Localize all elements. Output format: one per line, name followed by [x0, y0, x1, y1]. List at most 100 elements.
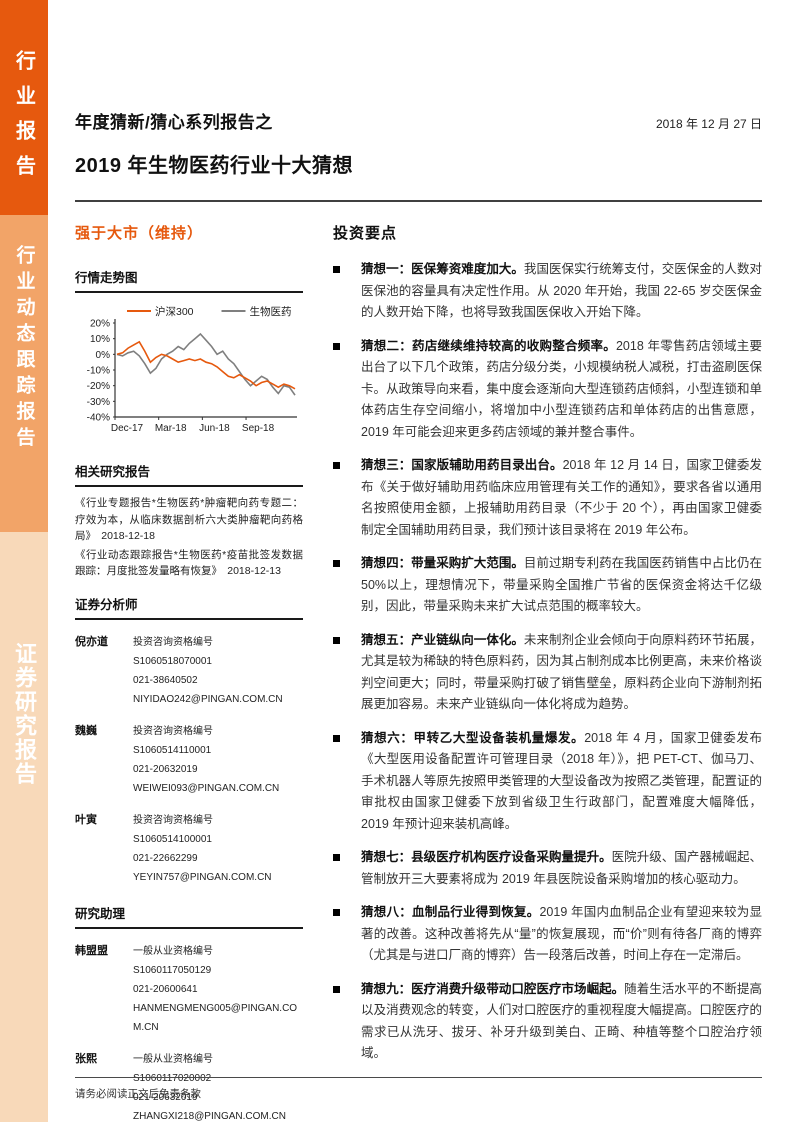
bullet-square-icon — [333, 636, 340, 644]
person-details: 一般从业资格编号 S1060117050129 021-20600641 HANMEN… — [133, 942, 303, 1037]
bullet-square-icon — [333, 909, 340, 916]
email-address: ZHANGXI218@PINGAN.COM.CN — [133, 1110, 286, 1122]
person-details: 投资咨询资格编号 S1060514110001 021-20632019 WEIWEI… — [133, 722, 303, 798]
series-生物医药 — [116, 332, 296, 396]
banner-segment-industry-tracking-report: 行业动态跟踪报告 — [0, 215, 48, 532]
person-details: 一般从业资格编号 S1060117020002 021-20632019 ZHANGX… — [133, 1050, 303, 1122]
svg-text:Sep-18: Sep-18 — [242, 423, 275, 434]
person-name: 韩盟盟 — [75, 944, 108, 957]
phone-number: 021-22662299 — [133, 852, 198, 864]
analysts-list: 倪亦道 投资咨询资格编号 S1060518070001 021-38640502 NIY… — [75, 633, 303, 887]
cred-label: 投资咨询资格编号 — [133, 636, 213, 648]
key-point-text: 猜想三：国家版辅助用药目录出台。2018 年 12 月 14 日，国家卫健委发布… — [361, 458, 762, 537]
assistants-list: 韩盟盟 一般从业资格编号 S1060117050129 021-20600641 HAN… — [75, 942, 303, 1122]
section-heading-trend-chart: 行情走势图 — [75, 267, 303, 293]
key-point-text: 猜想八：血制品行业得到恢复。2019 年国内血制品企业有望迎来较为显著的改善。这… — [361, 905, 762, 962]
key-point-lead: 猜想八：血制品行业得到恢复。 — [361, 905, 540, 919]
banner-segment-securities-research-report: 证券研究报告 — [0, 532, 48, 1122]
price-trend-chart: 沪深300 生物医药 20% 10% 0% -10% -20% -30% -40% Dec-17 M… — [75, 301, 303, 443]
key-point-text: 猜想九：医疗消费升级带动口腔医疗市场崛起。随着生活水平的不断提高以及消费观念的转… — [361, 981, 762, 1061]
phone-number: 021-20632019 — [133, 763, 198, 775]
key-point-item: 猜想八：血制品行业得到恢复。2019 年国内血制品企业有望迎来较为显著的改善。这… — [333, 902, 762, 967]
series-title: 年度猜新/猜心系列报告之 — [75, 113, 273, 132]
header-divider — [75, 200, 762, 202]
key-point-lead: 猜想六：甲转乙大型设备装机量爆发。 — [361, 730, 585, 745]
phone-number: 021-20600641 — [133, 983, 198, 995]
cred-number: S1060117020002 — [133, 1072, 212, 1084]
key-point-lead: 猜想四：带量采购扩大范围。 — [361, 556, 524, 570]
key-point-text: 猜想七：县级医疗机构医疗设备采购量提升。医院升级、国产器械崛起、管制放开三大要素… — [361, 850, 762, 886]
bullet-square-icon — [333, 734, 340, 742]
bullet-square-icon — [333, 462, 340, 469]
person-name: 叶寅 — [75, 813, 97, 826]
svg-text:沪深300: 沪深300 — [155, 305, 194, 318]
section-heading-assistants: 研究助理 — [75, 903, 303, 929]
cred-label: 一般从业资格编号 — [133, 945, 213, 957]
key-point-lead: 猜想九：医疗消费升级带动口腔医疗市场崛起。 — [361, 981, 625, 996]
person-entry: 叶寅 投资咨询资格编号 S1060514100001 021-22662299 YEYI… — [75, 811, 303, 887]
key-point-item: 猜想四：带量采购扩大范围。目前过期专利药在我国医药销售中占比仍在 50%以上，理… — [333, 553, 762, 618]
bullet-square-icon — [333, 560, 340, 567]
report-header: 年度猜新/猜心系列报告之 2018 年 12 月 27 日 — [75, 0, 762, 133]
series-沪深300 — [116, 340, 296, 390]
cred-number: S1060514100001 — [133, 833, 212, 845]
phone-number: 021-38640502 — [133, 674, 198, 686]
email-address: NIYIDAO242@PINGAN.COM.CN — [133, 693, 283, 705]
key-point-item: 猜想一：医保筹资难度加大。我国医保实行统筹支付，交医保金的人数对医保池的容量具有… — [333, 259, 762, 324]
key-point-lead: 猜想三：国家版辅助用药目录出台。 — [361, 458, 563, 472]
svg-text:-20%: -20% — [87, 381, 110, 392]
email-address: HANMENGMENG005@PINGAN.COM.CN — [133, 1002, 298, 1033]
left-column: 强于大市（维持） 行情走势图 沪深300 生物医药 20% 10% 0% -10% -20%… — [75, 222, 303, 1122]
person-entry: 魏巍 投资咨询资格编号 S1060514110001 021-20632019 WEIW… — [75, 722, 303, 798]
key-point-item: 猜想七：县级医疗机构医疗设备采购量提升。医院升级、国产器械崛起、管制放开三大要素… — [333, 847, 762, 890]
email-address: WEIWEI093@PINGAN.COM.CN — [133, 782, 280, 794]
key-point-text: 猜想五：产业链纵向一体化。未来制剂企业会倾向于向原料药环节拓展，尤其是较为稀缺的… — [361, 632, 762, 712]
person-entry: 韩盟盟 一般从业资格编号 S1060117050129 021-20600641 HAN… — [75, 942, 303, 1037]
cred-label: 一般从业资格编号 — [133, 1053, 213, 1065]
svg-text:20%: 20% — [90, 319, 110, 330]
person-name: 张熙 — [75, 1052, 97, 1065]
page-footer: 请务必阅读正文后免责条款 — [75, 1077, 762, 1101]
key-point-item: 猜想六：甲转乙大型设备装机量爆发。2018 年 4 月，国家卫健委发布《大型医用… — [333, 728, 762, 836]
svg-text:生物医药: 生物医药 — [250, 305, 292, 318]
page-title: 2019 年生物医药行业十大猜想 — [75, 155, 354, 177]
bullet-square-icon — [333, 985, 340, 993]
related-reports-list: 《行业专题报告*生物医药*肿瘤靶向药专题二：疗效为本，从临床数据剖析六大类肿瘤靶… — [75, 495, 303, 580]
phone-number: 021-20632019 — [133, 1091, 198, 1103]
person-entry: 张熙 一般从业资格编号 S1060117020002 021-20632019 ZHAN… — [75, 1050, 303, 1122]
person-name: 魏巍 — [75, 724, 97, 737]
key-point-lead: 猜想一：医保筹资难度加大。 — [361, 262, 524, 276]
svg-text:Dec-17: Dec-17 — [111, 423, 144, 434]
section-heading-analysts: 证券分析师 — [75, 594, 303, 620]
section-heading-key-points: 投资要点 — [333, 225, 398, 242]
key-point-lead: 猜想五：产业链纵向一体化。 — [361, 632, 524, 647]
key-point-text: 猜想一：医保筹资难度加大。我国医保实行统筹支付，交医保金的人数对医保池的容量具有… — [361, 262, 762, 319]
banner-label: 证券研究报告 — [12, 642, 37, 786]
section-heading-related-reports: 相关研究报告 — [75, 461, 303, 487]
key-point-text: 猜想四：带量采购扩大范围。目前过期专利药在我国医药销售中占比仍在 50%以上，理… — [361, 556, 762, 613]
person-entry: 倪亦道 投资咨询资格编号 S1060518070001 021-38640502 NIY… — [75, 633, 303, 709]
key-point-item: 猜想九：医疗消费升级带动口腔医疗市场崛起。随着生活水平的不断提高以及消费观念的转… — [333, 979, 762, 1065]
cred-number: S1060514110001 — [133, 744, 212, 756]
cred-label: 投资咨询资格编号 — [133, 725, 213, 737]
banner-segment-industry-report: 行业报告 — [0, 0, 48, 215]
svg-text:-10%: -10% — [87, 366, 110, 377]
person-details: 投资咨询资格编号 S1060514100001 021-22662299 YEYIN7… — [133, 811, 303, 887]
banner-label: 行业报告 — [12, 50, 35, 190]
related-report-item: 《行业专题报告*生物医药*肿瘤靶向药专题二：疗效为本，从临床数据剖析六大类肿瘤靶… — [75, 497, 303, 542]
key-point-item: 猜想五：产业链纵向一体化。未来制剂企业会倾向于向原料药环节拓展，尤其是较为稀缺的… — [333, 630, 762, 716]
key-point-lead: 猜想七：县级医疗机构医疗设备采购量提升。 — [361, 850, 612, 864]
key-point-text: 猜想六：甲转乙大型设备装机量爆发。2018 年 4 月，国家卫健委发布《大型医用… — [361, 730, 762, 831]
bullet-square-icon — [333, 854, 340, 861]
svg-text:Mar-18: Mar-18 — [155, 423, 187, 434]
right-column: 投资要点 猜想一：医保筹资难度加大。我国医保实行统筹支付，交医保金的人数对医保池… — [333, 222, 762, 1122]
key-point-item: 猜想二：药店继续维持较高的收购整合频率。2018 年零售药店领域主要出台了以下几… — [333, 336, 762, 444]
banner-label: 行业动态跟踪报告 — [13, 245, 35, 453]
key-point-item: 猜想三：国家版辅助用药目录出台。2018 年 12 月 14 日，国家卫健委发布… — [333, 455, 762, 541]
disclaimer-text: 请务必阅读正文后免责条款 — [75, 1088, 201, 1100]
svg-text:-30%: -30% — [87, 397, 110, 408]
cred-number: S1060518070001 — [133, 655, 212, 667]
cred-label: 投资咨询资格编号 — [133, 814, 213, 826]
key-point-lead: 猜想二：药店继续维持较高的收购整合频率。 — [361, 338, 616, 353]
